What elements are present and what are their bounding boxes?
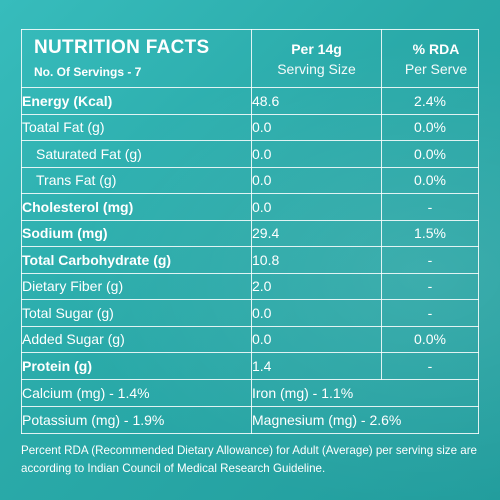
row-rda: 0.0% <box>381 325 479 353</box>
row-value: 48.6 <box>251 87 382 115</box>
row-value: 0.0 <box>251 325 382 353</box>
row-value: 2.0 <box>251 272 382 300</box>
row-label: Saturated Fat (g) <box>21 140 252 168</box>
row-value: 0.0 <box>251 193 382 221</box>
row-rda: - <box>381 193 479 221</box>
row-value: 10.8 <box>251 246 382 274</box>
per-serving-subtitle: Serving Size <box>277 60 356 77</box>
row-label: Sodium (mg) <box>21 219 252 247</box>
servings-count: No. Of Servings - 7 <box>34 65 142 79</box>
row-value: 0.0 <box>251 113 382 141</box>
row-label: Toatal Fat (g) <box>21 113 252 141</box>
mineral-left: Potassium (mg) - 1.9% <box>21 405 252 434</box>
row-value: 0.0 <box>251 166 382 194</box>
row-rda: 0.0% <box>381 140 479 168</box>
table-row: Dietary Fiber (g) 2.0 - <box>21 272 479 300</box>
row-rda: - <box>381 272 479 300</box>
row-label: Total Carbohydrate (g) <box>21 246 252 274</box>
row-label: Dietary Fiber (g) <box>21 272 252 300</box>
nutrition-facts-title: NUTRITION FACTS <box>34 37 210 58</box>
per-serving-header: Per 14g Serving Size <box>251 29 382 88</box>
row-rda: 0.0% <box>381 113 479 141</box>
mineral-left: Calcium (mg) - 1.4% <box>21 378 252 407</box>
table-row: Trans Fat (g) 0.0 0.0% <box>21 166 479 194</box>
mineral-right: Magnesium (mg) - 2.6% <box>251 405 479 434</box>
row-rda: 0.0% <box>381 166 479 194</box>
rda-title: % RDA <box>412 40 460 57</box>
mineral-row: Potassium (mg) - 1.9% Magnesium (mg) - 2… <box>21 405 479 434</box>
row-label: Total Sugar (g) <box>21 299 252 327</box>
row-rda: 1.5% <box>381 219 479 247</box>
mineral-row: Calcium (mg) - 1.4% Iron (mg) - 1.1% <box>21 378 479 407</box>
row-value: 0.0 <box>251 299 382 327</box>
table-row: Total Carbohydrate (g) 10.8 - <box>21 246 479 274</box>
rda-footnote: Percent RDA (Recommended Dietary Allowan… <box>21 444 478 475</box>
table-header-row: NUTRITION FACTS No. Of Servings - 7 Per … <box>21 29 479 88</box>
rda-subtitle: Per Serve <box>404 60 468 77</box>
row-value: 0.0 <box>251 140 382 168</box>
header-title-cell: NUTRITION FACTS No. Of Servings - 7 <box>21 29 252 88</box>
table-row: Saturated Fat (g) 0.0 0.0% <box>21 140 479 168</box>
row-label: Added Sugar (g) <box>21 325 252 353</box>
per-serving-title: Per 14g <box>291 40 342 57</box>
row-value: 29.4 <box>251 219 382 247</box>
row-label: Cholesterol (mg) <box>21 193 252 221</box>
table-row: Sodium (mg) 29.4 1.5% <box>21 219 479 247</box>
row-label: Protein (g) <box>21 352 252 380</box>
table-row: Cholesterol (mg) 0.0 - <box>21 193 479 221</box>
nutrition-facts-table: NUTRITION FACTS No. Of Servings - 7 Per … <box>21 29 479 434</box>
row-rda: - <box>381 246 479 274</box>
table-row: Added Sugar (g) 0.0 0.0% <box>21 325 479 353</box>
table-row: Toatal Fat (g) 0.0 0.0% <box>21 113 479 141</box>
table-row: Energy (Kcal) 48.6 2.4% <box>21 87 479 115</box>
table-row: Total Sugar (g) 0.0 - <box>21 299 479 327</box>
mineral-right: Iron (mg) - 1.1% <box>251 378 479 407</box>
rda-header: % RDA Per Serve <box>381 29 479 88</box>
row-rda: - <box>381 299 479 327</box>
row-value: 1.4 <box>251 352 382 380</box>
row-label: Trans Fat (g) <box>21 166 252 194</box>
table-row: Protein (g) 1.4 - <box>21 352 479 380</box>
row-rda: - <box>381 352 479 380</box>
row-rda: 2.4% <box>381 87 479 115</box>
row-label: Energy (Kcal) <box>21 87 252 115</box>
